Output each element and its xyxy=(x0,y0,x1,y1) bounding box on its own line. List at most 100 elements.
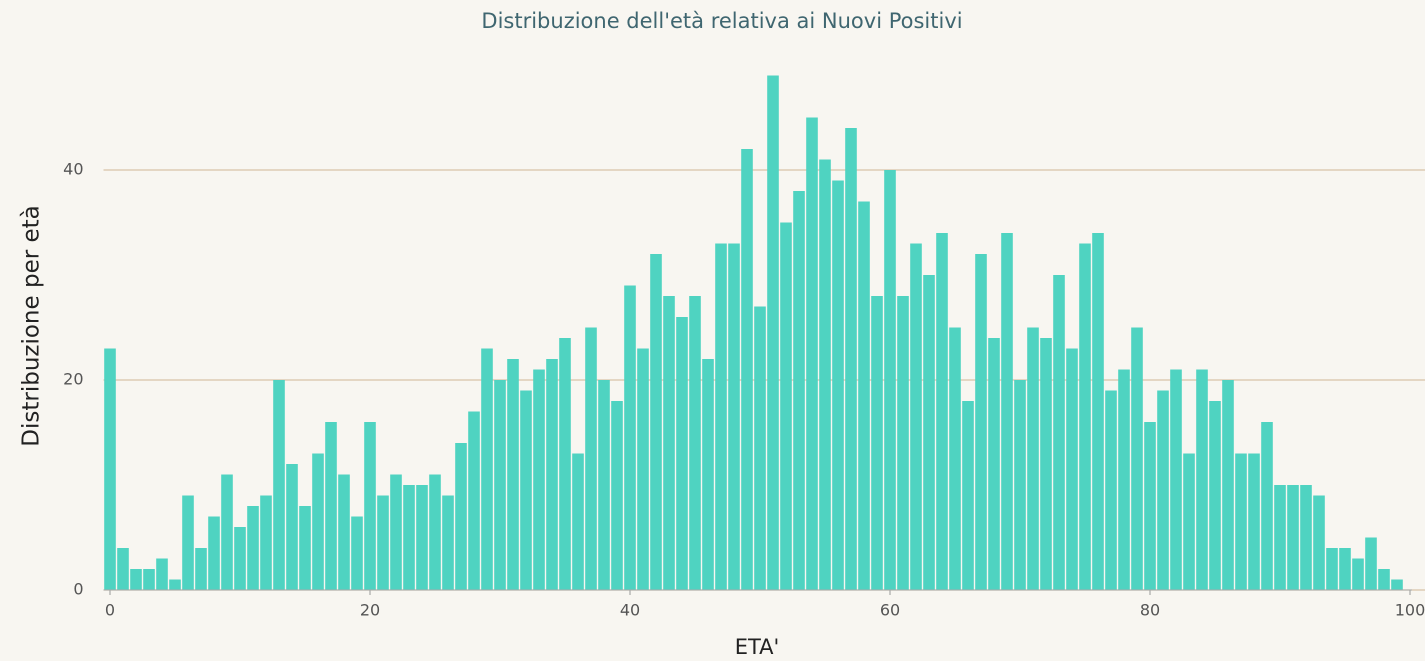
x-tick-label: 0 xyxy=(105,601,115,620)
y-tick-label: 0 xyxy=(73,580,83,599)
x-tick-label: 100 xyxy=(1395,601,1425,620)
bar xyxy=(832,180,844,590)
bar xyxy=(897,296,909,590)
bar xyxy=(1066,348,1078,590)
bar xyxy=(247,506,259,590)
x-tick-label: 80 xyxy=(1140,601,1160,620)
bar xyxy=(1079,243,1091,590)
bar xyxy=(221,474,233,590)
x-tick-label: 40 xyxy=(620,601,640,620)
bar xyxy=(741,149,753,590)
bar xyxy=(1378,569,1390,590)
bar xyxy=(442,495,454,590)
bar xyxy=(1391,579,1403,590)
bar xyxy=(455,443,467,590)
bar xyxy=(858,201,870,590)
bar xyxy=(1313,495,1325,590)
x-tick-label: 60 xyxy=(880,601,900,620)
bar xyxy=(1365,537,1377,590)
bar xyxy=(767,75,779,590)
bar xyxy=(676,317,688,590)
bar xyxy=(1170,369,1182,590)
bar xyxy=(312,453,324,590)
bar xyxy=(520,390,532,590)
bar xyxy=(949,327,961,590)
bar xyxy=(819,159,831,590)
bar xyxy=(650,254,662,590)
bar xyxy=(390,474,402,590)
bar xyxy=(624,285,636,590)
bar xyxy=(611,401,623,590)
bar xyxy=(689,296,701,590)
bar xyxy=(962,401,974,590)
bar xyxy=(884,170,896,590)
bar xyxy=(754,306,766,590)
bar xyxy=(1222,380,1234,590)
bar xyxy=(429,474,441,590)
bar xyxy=(507,359,519,590)
bar xyxy=(910,243,922,590)
bar xyxy=(598,380,610,590)
bar xyxy=(1300,485,1312,590)
bar xyxy=(143,569,155,590)
bar xyxy=(845,128,857,590)
bar xyxy=(364,422,376,590)
bar xyxy=(728,243,740,590)
bar xyxy=(234,527,246,590)
bar xyxy=(208,516,220,590)
bar xyxy=(286,464,298,590)
bar xyxy=(117,548,129,590)
bar xyxy=(325,422,337,590)
bar xyxy=(715,243,727,590)
bar xyxy=(1014,380,1026,590)
bar xyxy=(780,222,792,590)
bar xyxy=(416,485,428,590)
bar xyxy=(1092,233,1104,590)
bar xyxy=(273,380,285,590)
bar xyxy=(585,327,597,590)
y-tick-label: 20 xyxy=(63,370,83,389)
bar xyxy=(1144,422,1156,590)
bar xyxy=(793,191,805,590)
bar xyxy=(1001,233,1013,590)
bar xyxy=(871,296,883,590)
y-axis-label: Distribuzione per età xyxy=(19,205,45,446)
bar xyxy=(546,359,558,590)
bar xyxy=(1157,390,1169,590)
bar xyxy=(1027,327,1039,590)
bar xyxy=(637,348,649,590)
bar xyxy=(403,485,415,590)
bar xyxy=(494,380,506,590)
bar xyxy=(156,558,168,590)
bar xyxy=(975,254,987,590)
bar xyxy=(130,569,142,590)
bar xyxy=(1261,422,1273,590)
bar xyxy=(559,338,571,590)
bar xyxy=(260,495,272,590)
bar xyxy=(572,453,584,590)
x-axis-label: ETA' xyxy=(735,635,780,659)
bar xyxy=(299,506,311,590)
bar xyxy=(1053,275,1065,590)
bar xyxy=(1118,369,1130,590)
x-tick-label: 20 xyxy=(360,601,380,620)
bar xyxy=(1352,558,1364,590)
chart-title: Distribuzione dell'età relativa ai Nuovi… xyxy=(481,9,962,33)
bar xyxy=(468,411,480,590)
bar xyxy=(1105,390,1117,590)
bar xyxy=(1274,485,1286,590)
bar xyxy=(1339,548,1351,590)
bar xyxy=(182,495,194,590)
bar xyxy=(1040,338,1052,590)
bar xyxy=(169,579,181,590)
bar xyxy=(1196,369,1208,590)
bar xyxy=(377,495,389,590)
bar xyxy=(1248,453,1260,590)
bar xyxy=(338,474,350,590)
bar xyxy=(702,359,714,590)
bar xyxy=(533,369,545,590)
bar xyxy=(1209,401,1221,590)
bar xyxy=(481,348,493,590)
